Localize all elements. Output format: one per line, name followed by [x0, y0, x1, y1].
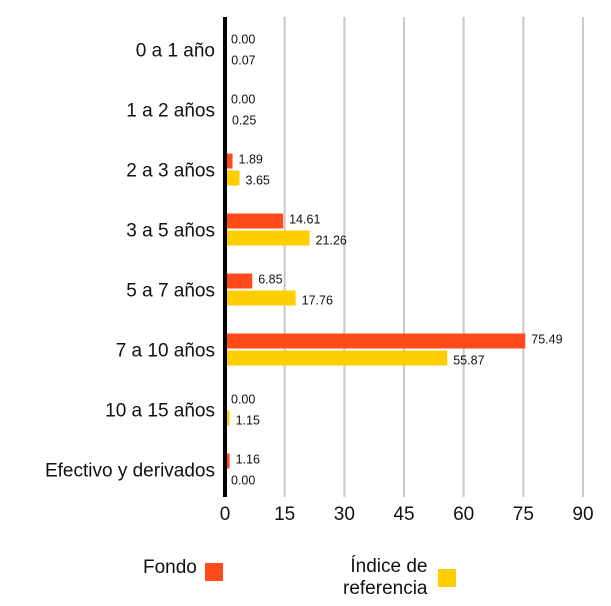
value-label-fondo-3: 14.61: [289, 213, 320, 227]
category-label-5: 7 a 10 años: [116, 341, 215, 362]
x-tick-label-45: 45: [393, 504, 414, 525]
legend-indice-label-line1: Índice de: [350, 556, 428, 577]
category-label-0: 0 a 1 año: [136, 41, 215, 62]
bar-fondo-3: [225, 213, 284, 229]
bar-indice-2: [225, 170, 240, 186]
legend-indice-swatch: [437, 569, 456, 587]
value-label-fondo-2: 1.89: [239, 153, 263, 167]
category-label-2: 2 a 3 años: [126, 161, 215, 182]
x-tick-label-60: 60: [453, 504, 474, 525]
value-label-fondo-6: 0.00: [231, 393, 255, 407]
value-label-indice-4: 17.76: [302, 294, 333, 308]
value-label-indice-2: 3.65: [246, 174, 270, 188]
x-tick-labels: 0 15 30 45 60 75 90: [220, 504, 594, 525]
legend-fondo: Fondo: [143, 555, 223, 581]
bars: [225, 50, 526, 469]
x-tick-label-0: 0: [220, 504, 231, 525]
value-label-indice-3: 21.26: [316, 234, 347, 248]
x-tick-label-15: 15: [274, 504, 295, 525]
bar-fondo-7: [225, 453, 230, 469]
value-label-fondo-7: 1.16: [236, 453, 260, 467]
category-label-1: 1 a 2 años: [126, 101, 215, 122]
legend-fondo-label: Fondo: [143, 557, 197, 578]
value-label-fondo-5: 75.49: [531, 333, 562, 347]
legend-fondo-swatch: [204, 563, 223, 581]
grid-lines: [283, 17, 584, 497]
bar-fondo-2: [225, 153, 233, 169]
category-label-7: Efectivo y derivados: [45, 461, 215, 482]
legend-indice: Índice de referencia: [343, 556, 456, 600]
bar-fondo-5: [225, 333, 526, 349]
value-label-fondo-0: 0.00: [231, 33, 255, 47]
value-label-indice-6: 1.15: [236, 414, 260, 428]
bar-chart: 0.00 0.07 0.00 0.25 1.89 3.65 14.61 21.26 6.85 17…: [45, 17, 594, 525]
bar-indice-3: [225, 230, 310, 246]
category-label-6: 10 a 15 años: [105, 401, 215, 422]
category-labels: 0 a 1 año 1 a 2 años 2 a 3 años 3 a 5 años 5…: [45, 41, 215, 482]
bar-indice-5: [225, 350, 448, 366]
x-tick-label-75: 75: [513, 504, 534, 525]
category-label-4: 5 a 7 años: [126, 281, 215, 302]
bar-indice-6: [225, 410, 230, 426]
value-label-indice-7: 0.00: [231, 474, 255, 488]
value-label-fondo-4: 6.85: [258, 273, 282, 287]
value-labels: 0.00 0.07 0.00 0.25 1.89 3.65 14.61 21.26 6.85 17…: [231, 33, 563, 488]
bar-fondo-4: [225, 273, 253, 289]
x-tick-label-30: 30: [334, 504, 355, 525]
legend-indice-label-line2: referencia: [343, 578, 428, 599]
x-tick-label-90: 90: [572, 504, 593, 525]
value-label-indice-5: 55.87: [453, 354, 484, 368]
value-label-indice-0: 0.07: [231, 54, 255, 68]
category-label-3: 3 a 5 años: [126, 221, 215, 242]
value-label-indice-1: 0.25: [232, 114, 256, 128]
value-label-fondo-1: 0.00: [231, 93, 255, 107]
bar-indice-4: [225, 290, 296, 306]
